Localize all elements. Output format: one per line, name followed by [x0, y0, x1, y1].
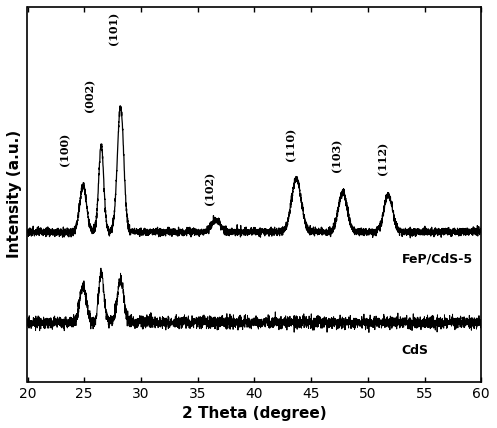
Text: (110): (110): [285, 128, 296, 161]
X-axis label: 2 Theta (degree): 2 Theta (degree): [182, 406, 327, 421]
Text: (103): (103): [331, 139, 342, 172]
Text: FeP/CdS-5: FeP/CdS-5: [402, 252, 473, 265]
Y-axis label: Intensity (a.u.): Intensity (a.u.): [7, 130, 22, 259]
Text: (101): (101): [108, 12, 119, 45]
Text: (002): (002): [84, 79, 95, 112]
Text: (112): (112): [377, 142, 388, 175]
Text: (102): (102): [205, 171, 216, 205]
Text: CdS: CdS: [402, 344, 429, 357]
Text: (100): (100): [60, 132, 71, 166]
